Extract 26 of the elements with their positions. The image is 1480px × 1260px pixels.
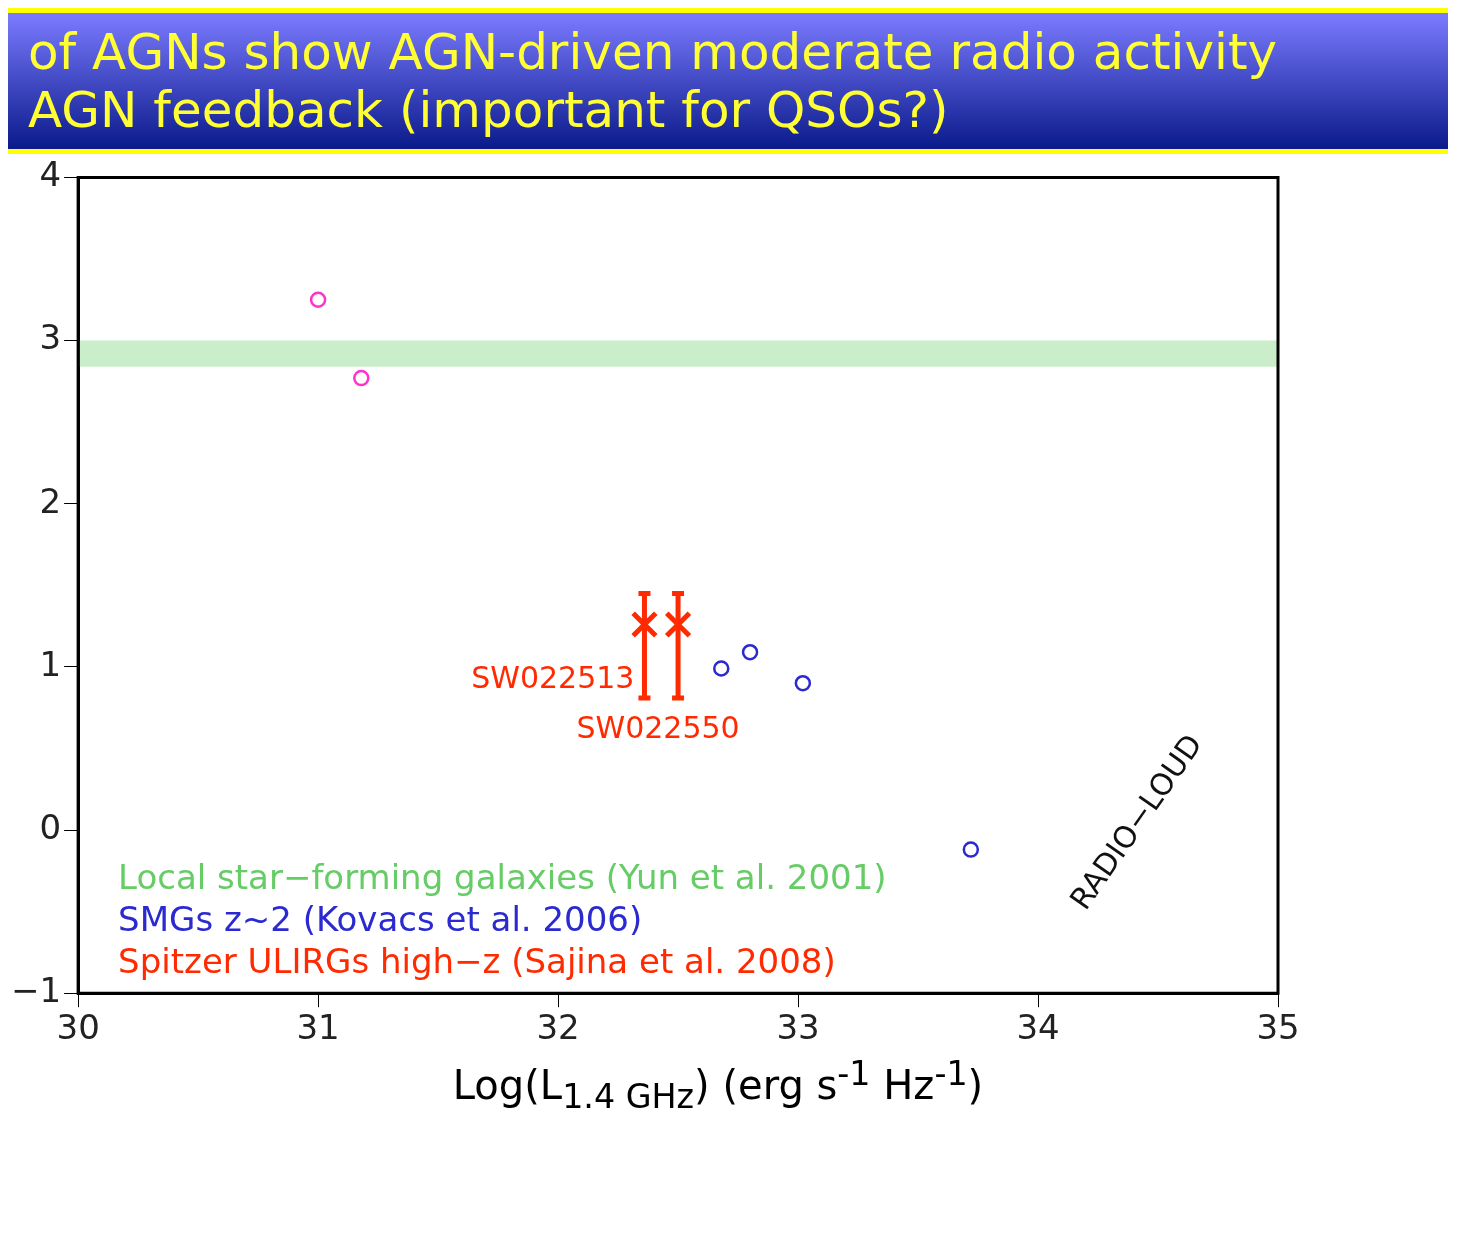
y-tick-label: 1 [39, 643, 62, 684]
text: SMGs z~2 (Kovacs et al. 2006) [118, 899, 643, 940]
chart-subtitle: AGN feedback (important for QSOs?) [28, 81, 950, 139]
x-tick-label: 33 [776, 1007, 820, 1048]
x-tick-label: 35 [1256, 1007, 1300, 1048]
point [353, 369, 370, 387]
point [713, 660, 730, 677]
annotation: SW022550 [576, 709, 740, 745]
point [794, 674, 812, 692]
y-tick-label: 3 [39, 317, 62, 358]
x-tick-label: 31 [296, 1007, 340, 1048]
x-tick-label: 34 [1016, 1007, 1060, 1048]
x-tick-label: 32 [536, 1007, 580, 1048]
y-tick-label: 0 [39, 806, 62, 847]
y-tick-label: 4 [39, 154, 62, 195]
point [741, 643, 759, 661]
chart-title: of AGNs show AGN-driven moderate radio activity [28, 23, 1279, 81]
point [630, 610, 659, 639]
point [962, 841, 980, 858]
text: Spitzer ULIRGs high−z (Sajina et al. 2008) [118, 941, 836, 982]
point [664, 610, 692, 639]
x-axis-title: Log(L$_{1.4 GHz}$) (erg s$^{-1}$ Hz$^{-1}$) [451, 1054, 985, 1117]
point [309, 291, 327, 309]
y-tick-label: 2 [39, 480, 62, 521]
annotation: SW022513 [471, 659, 635, 695]
band-label: Local star−forming galaxies (Yun et al. 2001) [118, 857, 887, 898]
